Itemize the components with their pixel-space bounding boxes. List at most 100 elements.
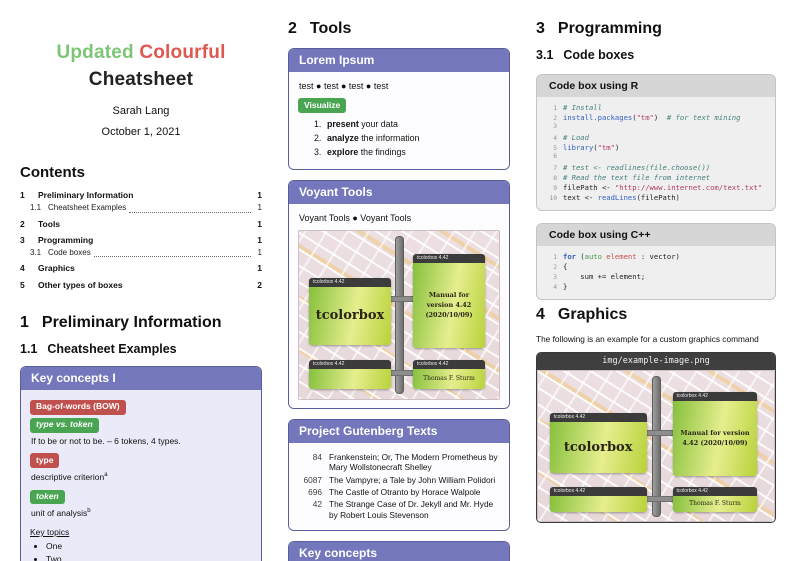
document-title: Updated Colourful Cheatsheet	[20, 40, 262, 93]
tree-branch	[644, 495, 675, 502]
section-4-heading: 4 Graphics	[536, 306, 628, 323]
empty-box: tcolorbox 4.42	[309, 360, 391, 389]
toc-entry-3-1: 3.1 Code boxes 1	[30, 248, 262, 258]
title-word-colourful: Colourful	[139, 42, 226, 63]
gutenberg-box: Project Gutenberg Texts 84 Frankenstein; …	[288, 418, 510, 532]
cpp-code-listing: 1 for (auto element : vector) 2{ 3 sum +=…	[537, 246, 775, 299]
badge-visualize: Visualize	[298, 98, 347, 114]
badge-type-vs-token: type vs. token	[30, 417, 99, 433]
table-row: 6087 The Vampyre; a Tale by John William …	[303, 474, 496, 485]
tree-branch	[389, 296, 415, 303]
lorem-numbered-list: 1. present your data 2. analyze the inform…	[298, 119, 500, 159]
section-2-heading: 2 Tools	[288, 20, 352, 37]
badge-type: type	[30, 453, 60, 469]
example-image-figure: img/example-image.png tcolorbox 4.42 tcol…	[536, 352, 776, 523]
badge-bag-of-words: Bag-of-words (BOW)	[30, 399, 126, 415]
toc-entry-5: 5 Other types of boxes 2	[20, 279, 262, 290]
section-3-heading: 3 Programming	[536, 20, 662, 37]
box-titlebar: tcolorbox 4.42	[672, 392, 758, 401]
list-item: 1. present your data	[314, 119, 398, 130]
graphics-intro-text: The following is an example for a custom…	[536, 334, 759, 344]
token-definition: unit of analysisb	[31, 508, 91, 519]
table-row: 42 The Strange Case of Dr. Jekyll and Mr.…	[312, 499, 494, 520]
code-line: 3 sum += element;	[553, 272, 646, 281]
code-line: 9 filePath <- "http://www.internet.com/te…	[553, 183, 763, 192]
voyant-tools-box: Voyant Tools Voyant Tools ● Voyant Tools…	[288, 179, 510, 409]
lorem-ipsum-box: Lorem Ipsum test ● test ● test ● test Vi…	[288, 48, 510, 170]
key-concepts-2-title: Key concepts	[289, 542, 509, 561]
tcolorbox-label: tcolorbox	[549, 422, 647, 473]
code-line: 2{	[553, 262, 568, 271]
table-row: 696 The Castle of Otranto by Horace Walpo…	[308, 486, 481, 497]
tcolorbox-example-image: tcolorbox 4.42 tcolorbox tcolorbox 4.42 Ma…	[537, 370, 775, 522]
code-line: 4 # Load	[553, 133, 589, 142]
column-left: Updated Colourful Cheatsheet Sarah Lang …	[20, 14, 262, 561]
badge-token: token	[30, 489, 65, 505]
key-concepts-1-box: Key concepts I Bag-of-words (BOW) type v…	[20, 365, 262, 561]
topic-item: One	[46, 541, 252, 552]
test-bullet-line: test ● test ● test ● test	[299, 81, 389, 91]
author-box: tcolorbox 4.42 Thomas F. Sturm	[413, 360, 485, 389]
title-word-cheatsheet: Cheatsheet	[88, 68, 194, 90]
cpp-code-box-title: Code box using C++	[537, 224, 775, 246]
code-line: 7 # test <- readlines(file.choose())	[553, 163, 711, 172]
tcolorbox-main-box: tcolorbox 4.42 tcolorbox	[549, 413, 647, 473]
box-titlebar: tcolorbox 4.42	[549, 486, 647, 496]
key-concepts-2-box: Key concepts Bag-of-words (BOW) Zipf's L…	[288, 541, 510, 561]
cpp-code-box: Code box using C++ 1 for (auto element : …	[536, 223, 776, 300]
type-token-example-text: If to be or not to be. – 6 tokens, 4 typ…	[31, 435, 181, 446]
box-titlebar: tcolorbox 4.42	[549, 413, 647, 422]
code-line: 6	[553, 153, 557, 160]
tcolorbox-example-image: tcolorbox 4.42 tcolorbox tcolorbox 4.42 Ma…	[298, 229, 500, 400]
box-titlebar: tcolorbox 4.42	[413, 254, 485, 264]
tree-branch	[389, 370, 415, 377]
manual-version-label: Manual for version 4.42 (2020/10/09)	[413, 263, 485, 349]
r-code-listing: 1 # Install 2 install.packages("tm") # for…	[537, 97, 775, 210]
lorem-ipsum-body: test ● test ● test ● test Visualize 1. pr…	[289, 72, 509, 169]
tcolorbox-main-box: tcolorbox 4.42 tcolorbox	[309, 277, 391, 346]
toc-entry-3: 3 Programming 1	[20, 234, 262, 245]
box-titlebar: tcolorbox 4.42	[413, 360, 485, 370]
code-line: 4}	[553, 282, 568, 291]
code-line: 10 text <- readLines(filePath)	[549, 193, 680, 202]
code-line: 2 install.packages("tm") # for text minin…	[553, 113, 741, 122]
code-line: 5 library("tm")	[553, 143, 620, 152]
image-author-label: Thomas F. Sturm	[413, 369, 485, 389]
toc-entry-4: 4 Graphics 1	[20, 263, 262, 274]
key-concepts-1-title: Key concepts I	[21, 366, 261, 390]
voyant-tools-body: Voyant Tools ● Voyant Tools tcolorbox 4.…	[289, 203, 509, 408]
list-item: 3. explore the findings	[314, 146, 406, 157]
image-path-label: img/example-image.png	[537, 353, 775, 370]
box-titlebar: tcolorbox 4.42	[309, 277, 391, 287]
contents-heading: Contents	[20, 164, 85, 182]
gutenberg-body: 84 Frankenstein; Or, The Modern Prometheu…	[289, 442, 509, 531]
lorem-ipsum-title: Lorem Ipsum	[289, 49, 509, 72]
key-concepts-1-body: Bag-of-words (BOW) type vs. token If to …	[21, 389, 261, 561]
voyant-bullet-line: Voyant Tools ● Voyant Tools	[299, 212, 412, 223]
toc-entry-1-1: 1.1 Cheatsheet Examples 1	[30, 203, 262, 213]
gutenberg-title: Project Gutenberg Texts	[289, 419, 509, 443]
image-author-label: Thomas F. Sturm	[672, 495, 758, 512]
section-3-1-heading: 3.1 Code boxes	[536, 48, 635, 62]
box-titlebar: tcolorbox 4.42	[309, 360, 391, 370]
voyant-tools-title: Voyant Tools	[289, 180, 509, 204]
tcolorbox-label: tcolorbox	[309, 286, 391, 346]
section-1-heading: 1 Preliminary Information	[20, 313, 222, 331]
code-line: 8 # Read the text file from internet	[553, 173, 711, 182]
title-line-1: Updated Colourful	[20, 40, 262, 67]
section-1-1-heading: 1.1 Cheatsheet Examples	[20, 341, 177, 356]
column-right: 3 Programming 3.1 Code boxes Code box usin…	[536, 14, 776, 561]
r-code-box: Code box using R 1 # Install 2 install.pac…	[536, 74, 776, 211]
empty-box: tcolorbox 4.42	[549, 486, 647, 512]
key-topics-label: Key topics	[30, 526, 70, 537]
title-word-updated: Updated	[56, 42, 134, 63]
code-line: 1 for (auto element : vector)	[553, 252, 680, 261]
code-line: 1 # Install	[553, 103, 602, 112]
toc-entry-1: 1 Preliminary Information 1	[20, 190, 262, 201]
document-date: October 1, 2021	[101, 126, 181, 139]
manual-version-label: Manual for version 4.42 (2020/10/09)	[672, 401, 758, 476]
table-of-contents: Contents 1 Preliminary Information 1 1.1 Ch…	[20, 164, 262, 292]
toc-entry-2: 2 Tools 1	[20, 218, 262, 229]
code-line: 3	[553, 123, 557, 130]
